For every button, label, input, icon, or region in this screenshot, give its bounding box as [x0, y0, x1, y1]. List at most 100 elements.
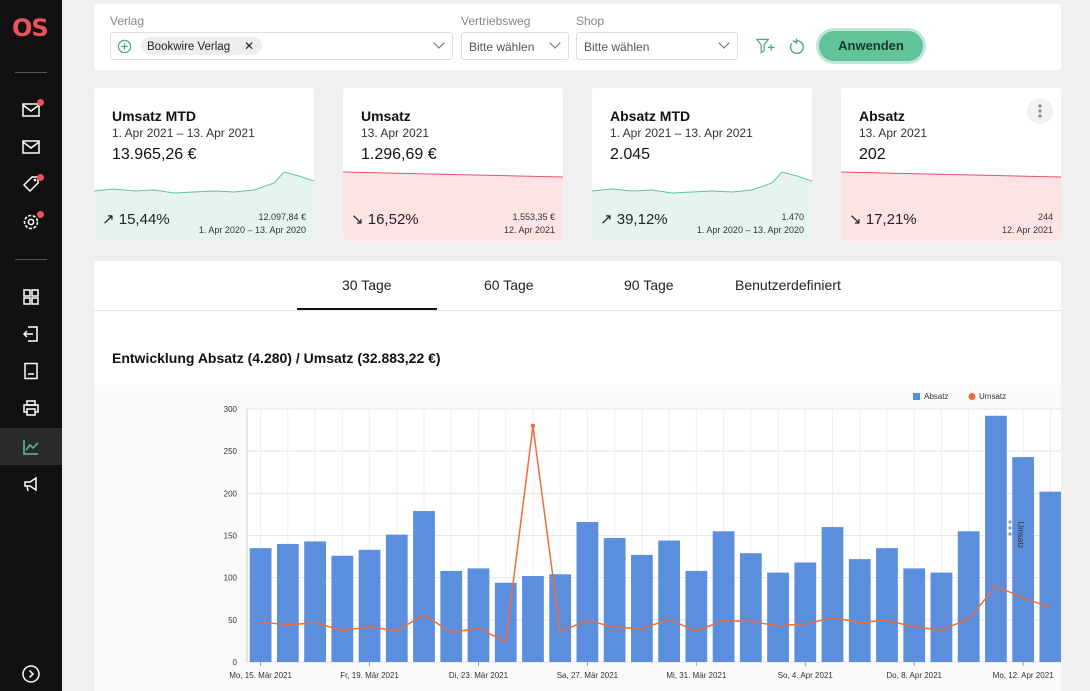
bar	[358, 549, 381, 662]
bar	[549, 574, 572, 662]
shop-label: Shop	[576, 14, 605, 28]
reset-icon[interactable]	[788, 38, 805, 55]
tab-60-days[interactable]: 60 Tage	[484, 277, 534, 293]
y-left-tick-label: 300	[224, 405, 238, 414]
legend-swatch	[913, 393, 920, 400]
chart-menu-icon[interactable]	[1003, 518, 1017, 538]
kpi-card[interactable]: Absatz 13. Apr 2021 202 ↘ 17,21% 244 12. Apr …	[841, 88, 1061, 241]
bar	[794, 562, 817, 662]
bar	[630, 554, 653, 662]
apply-button[interactable]: Anwenden	[819, 31, 923, 61]
kpi-compare-date: 12. Apr 2021	[503, 225, 555, 235]
legend-label: Umsatz	[979, 392, 1006, 401]
chart-icon	[23, 439, 39, 455]
chip-remove-icon[interactable]: ✕	[244, 39, 255, 53]
sidebar-item-import[interactable]	[0, 315, 62, 352]
chevron-right-circle-icon	[22, 664, 40, 683]
kpi-date: 13. Apr 2021	[859, 126, 928, 140]
bar	[276, 543, 299, 662]
add-filter-icon[interactable]	[756, 38, 775, 54]
line-point	[530, 423, 536, 429]
sidebar-item-documents[interactable]	[0, 352, 62, 389]
card-menu-button[interactable]	[1027, 98, 1053, 124]
vertrieb-select[interactable]: Bitte wählen	[461, 32, 569, 60]
y-left-tick-label: 0	[233, 658, 238, 667]
document-icon	[24, 362, 38, 379]
x-tick-label: Mo, 15. Mär 2021	[229, 671, 292, 680]
kpi-card[interactable]: Absatz MTD 1. Apr 2021 – 13. Apr 2021 2.04…	[592, 88, 812, 241]
bar	[739, 553, 762, 662]
kpi-title: Absatz	[859, 108, 905, 124]
chevron-down-icon	[433, 37, 445, 49]
kpi-change-value: 17,21%	[865, 211, 917, 228]
bar	[413, 511, 435, 662]
kpi-date: 1. Apr 2021 – 13. Apr 2021	[112, 126, 255, 140]
kpi-change: ↘ 16,52%	[351, 210, 419, 228]
tab-30-days[interactable]: 30 Tage	[342, 277, 392, 293]
kpi-compare-value: 244	[1037, 212, 1053, 222]
app-logo[interactable]: OS	[12, 14, 52, 46]
bar	[385, 534, 408, 662]
bar	[249, 548, 272, 662]
bar	[658, 540, 681, 662]
grid-icon	[23, 288, 39, 305]
bar	[1012, 457, 1035, 662]
kpi-change: ↗ 15,44%	[102, 210, 170, 228]
kpi-date: 1. Apr 2021 – 13. Apr 2021	[610, 126, 753, 140]
sidebar-item-settings[interactable]	[0, 203, 62, 240]
kpi-compare-value: 12.097,84 €	[258, 212, 306, 222]
sidebar-expand-button[interactable]	[0, 655, 62, 691]
filter-bar: Verlag Bookwire Verlag ✕ Vertriebsweg Bit…	[94, 4, 1061, 70]
bar	[985, 415, 1007, 662]
y-left-tick-label: 50	[228, 616, 237, 625]
shop-select[interactable]: Bitte wählen	[576, 32, 738, 60]
legend-label: Absatz	[924, 392, 948, 401]
kpi-compare-date: 12. Apr 2021	[1001, 225, 1053, 235]
arrow-down-right-icon: ↘	[849, 211, 862, 228]
kpi-sparkline	[592, 171, 812, 241]
sidebar-item-tags[interactable]	[0, 165, 62, 202]
kpi-card[interactable]: Umsatz MTD 1. Apr 2021 – 13. Apr 2021 13.9…	[94, 88, 314, 241]
verlag-select[interactable]: Bookwire Verlag ✕	[110, 32, 453, 60]
arrow-down-right-icon: ↘	[351, 211, 364, 228]
sidebar-item-mail[interactable]	[0, 128, 62, 165]
bar	[685, 570, 708, 662]
y-left-tick-label: 200	[224, 489, 238, 498]
x-tick-label: Do, 8. Apr 2021	[886, 671, 942, 680]
bar	[603, 538, 626, 662]
bar	[903, 568, 926, 662]
y-left-tick-label: 250	[224, 447, 238, 456]
sidebar-item-marketing[interactable]	[0, 465, 62, 502]
chart-panel: 30 Tage 60 Tage 90 Tage Benutzerdefinier…	[94, 261, 1061, 691]
mail-icon	[22, 139, 40, 154]
sidebar-item-analytics[interactable]	[0, 428, 62, 465]
sidebar-item-messages[interactable]	[0, 91, 62, 128]
x-tick-label: Mo, 12. Apr 2021	[993, 671, 1054, 680]
sidebar-item-print[interactable]	[0, 389, 62, 426]
verlag-chip: Bookwire Verlag ✕	[141, 37, 263, 55]
kpi-compare-date: 1. Apr 2020 – 13. Apr 2020	[696, 225, 804, 235]
tab-custom[interactable]: Benutzerdefiniert	[735, 277, 841, 293]
bar	[576, 522, 599, 662]
bar	[440, 570, 463, 662]
kpi-card[interactable]: Umsatz 13. Apr 2021 1.296,69 € ↘ 16,52% 1.55…	[343, 88, 563, 241]
chevron-down-icon	[718, 37, 730, 49]
y-right-axis-title: Umsatz	[1016, 521, 1025, 548]
bar	[821, 527, 844, 662]
sidebar-item-dashboard[interactable]	[0, 278, 62, 315]
tab-90-days[interactable]: 90 Tage	[624, 277, 674, 293]
kpi-change: ↘ 17,21%	[849, 210, 917, 228]
bar	[930, 572, 953, 662]
verlag-chip-label: Bookwire Verlag	[147, 41, 231, 53]
kpi-compare-date: 1. Apr 2020 – 13. Apr 2020	[198, 225, 306, 235]
arrow-up-right-icon: ↗	[600, 211, 613, 228]
kpi-change: ↗ 39,12%	[600, 210, 668, 228]
kpi-date: 13. Apr 2021	[361, 126, 430, 140]
add-circle-icon[interactable]	[117, 39, 132, 54]
bar	[331, 555, 354, 662]
shop-value: Bitte wählen	[584, 40, 650, 54]
kpi-compare-value: 1.470	[781, 212, 804, 222]
printer-icon	[23, 399, 39, 416]
kpi-value: 2.045	[610, 146, 651, 163]
vertrieb-label: Vertriebsweg	[461, 14, 531, 28]
